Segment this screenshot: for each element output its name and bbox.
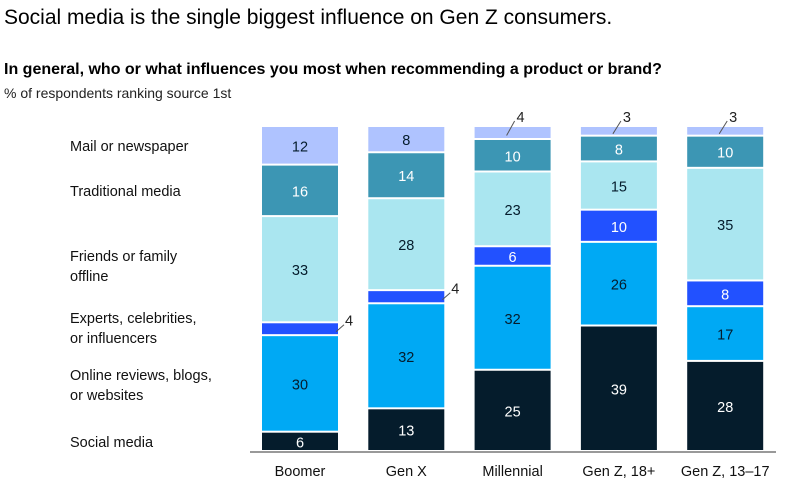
category-label: Gen Z, 18+ xyxy=(582,464,655,480)
data-label: 15 xyxy=(611,180,627,196)
data-label: 30 xyxy=(292,377,308,393)
data-label: 4 xyxy=(451,282,459,298)
data-label: 17 xyxy=(717,328,733,344)
legend-label-line: Experts, celebrities, xyxy=(70,311,197,327)
data-label: 28 xyxy=(717,400,733,416)
bar-segment xyxy=(687,136,764,167)
bar-segment xyxy=(262,127,338,164)
leader-line xyxy=(718,120,728,135)
bar-segment xyxy=(687,361,764,450)
bar-segment xyxy=(368,199,445,290)
bar-segment xyxy=(368,127,445,152)
data-label: 4 xyxy=(517,110,525,126)
bar-segment xyxy=(474,127,551,138)
data-label: 35 xyxy=(717,218,733,234)
chart-title: Social media is the single biggest influ… xyxy=(4,6,613,29)
bar-segment xyxy=(687,307,764,360)
legend-label: Online reviews, blogs, or websites xyxy=(70,366,212,406)
legend-label-line: or influencers xyxy=(70,331,158,347)
bar-segment xyxy=(262,336,338,431)
bar-segment xyxy=(474,266,551,369)
bar-segment xyxy=(262,165,338,216)
bar-segment xyxy=(368,153,445,198)
bar-segment xyxy=(474,172,551,246)
data-label: 28 xyxy=(398,238,414,254)
data-label: 12 xyxy=(292,139,308,155)
bar-segment xyxy=(687,281,764,306)
chart-subtitle: % of respondents ranking source 1st xyxy=(4,85,232,101)
data-label: 14 xyxy=(398,169,414,185)
category-label: Gen X xyxy=(386,464,427,480)
bar-segment xyxy=(262,217,338,322)
legend-label: Social media xyxy=(70,433,153,453)
bar-segment xyxy=(368,291,445,303)
legend-label-line: Mail or newspaper xyxy=(70,139,189,155)
category-label: Millennial xyxy=(482,464,542,480)
bar-segment xyxy=(580,127,657,135)
bar-segment xyxy=(368,409,445,450)
data-label: 8 xyxy=(402,133,410,149)
data-label: 10 xyxy=(505,149,521,165)
bar-segment xyxy=(687,168,764,280)
legend-label-line: or websites xyxy=(70,388,144,404)
data-label: 25 xyxy=(505,404,521,420)
bar-segment xyxy=(580,242,657,325)
bar-segment xyxy=(580,162,657,209)
data-label: 32 xyxy=(398,350,414,366)
legend-label-line: Friends or family xyxy=(70,249,178,265)
data-label: 8 xyxy=(615,143,623,159)
bar-segment xyxy=(474,370,551,450)
data-label: 13 xyxy=(398,424,414,440)
legend-label: Mail or newspaper xyxy=(70,137,188,157)
data-label: 32 xyxy=(505,312,521,328)
bar-segment xyxy=(368,304,445,408)
data-label: 10 xyxy=(717,146,733,162)
bar-segment xyxy=(580,326,657,450)
leader-line xyxy=(612,120,622,135)
bar-segment xyxy=(580,136,657,161)
legend-label: Friends or family offline xyxy=(70,247,177,287)
leader-line xyxy=(441,292,451,301)
data-label: 39 xyxy=(611,382,627,398)
legend-label: Traditional media xyxy=(70,182,181,202)
data-label: 3 xyxy=(623,110,631,126)
data-label: 33 xyxy=(292,263,308,279)
data-label: 8 xyxy=(721,287,729,303)
data-label: 4 xyxy=(345,314,353,330)
legend-label-line: Online reviews, blogs, xyxy=(70,368,212,384)
legend-label-line: offline xyxy=(70,269,109,285)
data-label: 6 xyxy=(509,250,517,266)
data-label: 26 xyxy=(611,278,627,294)
legend-label: Experts, celebrities, or influencers xyxy=(70,309,197,349)
leader-line xyxy=(506,120,516,136)
bar-segment xyxy=(474,140,551,171)
bar-segment xyxy=(262,432,338,450)
bar-segment xyxy=(262,323,338,335)
chart-question: In general, who or what influences you m… xyxy=(4,61,662,78)
category-label: Boomer xyxy=(275,464,326,480)
data-label: 6 xyxy=(296,435,304,451)
data-label: 23 xyxy=(505,203,521,219)
data-label: 10 xyxy=(611,220,627,236)
bar-segment xyxy=(580,210,657,241)
legend-label-line: Traditional media xyxy=(70,184,181,200)
category-label: Gen Z, 13–17 xyxy=(681,464,770,480)
leader-line xyxy=(335,324,345,333)
bar-segment xyxy=(474,247,551,265)
bar-segment xyxy=(687,127,764,135)
data-label: 3 xyxy=(729,110,737,126)
legend-label-line: Social media xyxy=(70,435,154,451)
data-label: 16 xyxy=(292,184,308,200)
